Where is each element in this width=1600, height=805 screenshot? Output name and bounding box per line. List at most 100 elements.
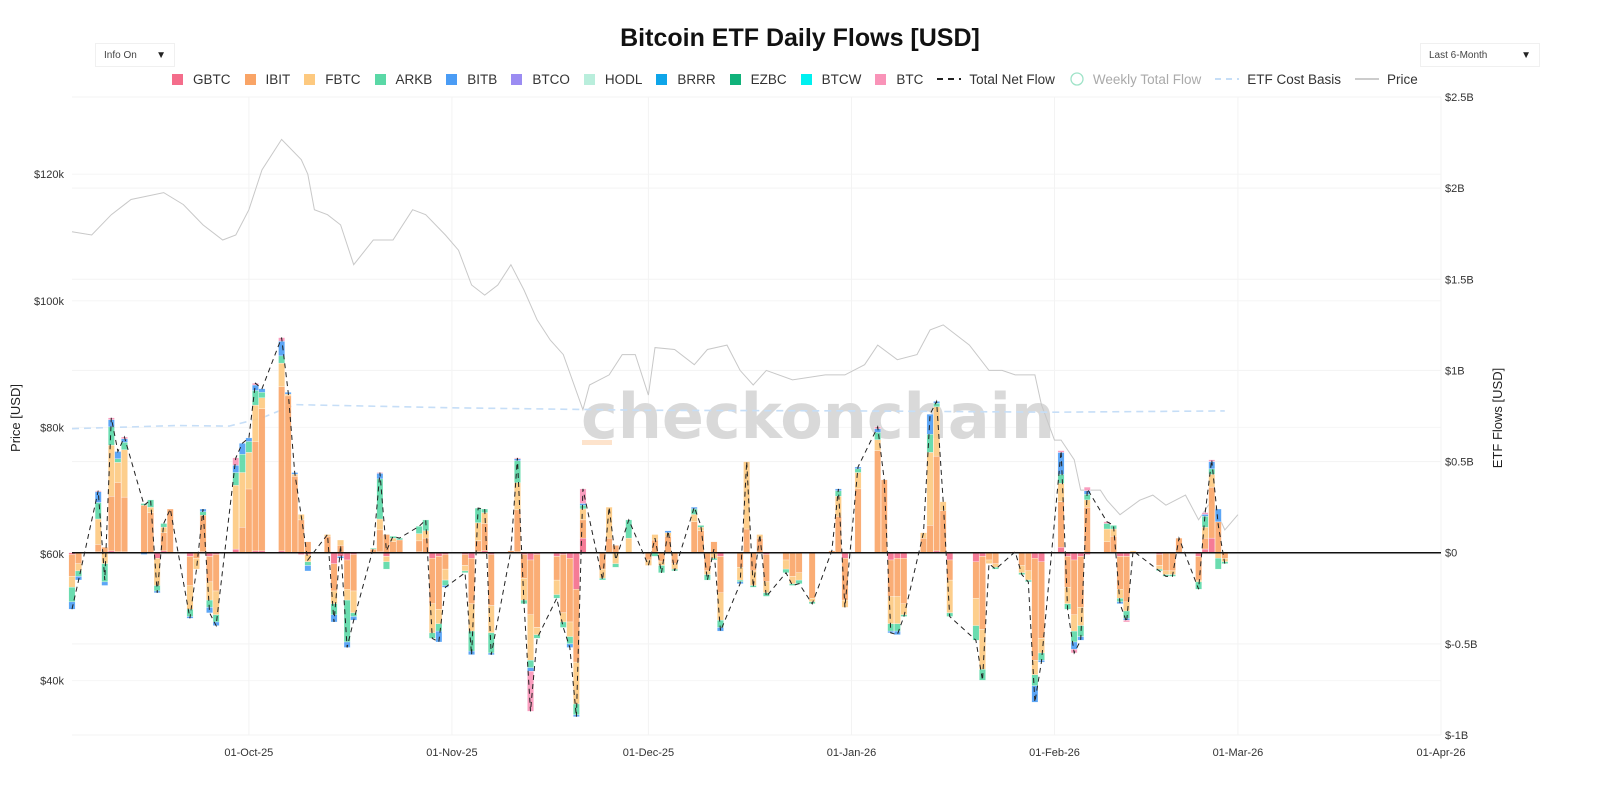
caret-down-icon: ▼ (156, 49, 166, 61)
right-axis-tick-label: $1B (1445, 365, 1465, 377)
flow-bar-bitb (1070, 641, 1078, 650)
flow-bar-gbtc (1070, 552, 1078, 561)
flow-bar-ibit (1070, 559, 1078, 615)
flow-bar-ibit (697, 530, 705, 553)
flow-bar-fbtc (566, 621, 574, 637)
flow-bar-ibit (461, 554, 469, 566)
flow-bar-bitb (101, 581, 109, 586)
flow-bar-arkb (625, 519, 633, 539)
flow-bar-ibit (782, 552, 790, 561)
flow-bar-fbtc (1162, 570, 1170, 575)
flow-bar-fbtc (153, 558, 161, 586)
flow-bar-btc (1123, 620, 1130, 623)
flow-bar-bitb (252, 384, 259, 391)
legend-label: IBIT (265, 71, 291, 87)
legend-item-hodl[interactable]: HODL (583, 72, 642, 87)
flow-bar-ibit (278, 386, 285, 552)
flow-bar-btc (1083, 486, 1091, 491)
right-axis-tick-label: $0.5B (1445, 457, 1474, 469)
flow-bar-fbtc (985, 559, 993, 564)
flow-bar-bitb (232, 465, 240, 473)
legend-label: ARKB (395, 71, 433, 87)
legend-item-gbtc[interactable]: GBTC (172, 72, 231, 87)
flow-bar-ibit (239, 527, 246, 553)
legend-item-arkb[interactable]: ARKB (374, 71, 433, 87)
flow-bar-ibit (605, 537, 613, 553)
flow-bar-ibit (1208, 486, 1216, 539)
flow-bar-ibit (1123, 556, 1130, 603)
legend-item-etf-cost-basis[interactable]: ETF Cost Basis (1215, 72, 1341, 87)
left-axis-title: Price [USD] (8, 384, 23, 452)
legend-item-btco[interactable]: BTCO (511, 72, 570, 87)
flow-bar-bitb (894, 630, 901, 635)
flow-bar-ibit (808, 552, 816, 599)
flow-bar-arkb (1031, 674, 1039, 686)
legend-item-ezbc[interactable]: EZBC (729, 72, 787, 87)
flow-bar-fbtc (1025, 570, 1032, 581)
x-axis-tick-label: 01-Dec-25 (623, 747, 674, 759)
legend-item-btcw[interactable]: BTCW (800, 72, 861, 87)
flow-bar-ibit (291, 476, 299, 553)
flow-bar-gbtc (468, 552, 475, 559)
legend-item-ibit[interactable]: IBIT (244, 71, 291, 87)
flow-bar-bitb (68, 601, 76, 610)
flow-bar-fbtc (324, 534, 331, 537)
legend-swatch (583, 73, 595, 85)
flow-bar-ibit (736, 552, 744, 568)
flow-bar-arkb (435, 623, 443, 632)
flow-bar-ibit (972, 561, 980, 599)
flow-bar-arkb (926, 434, 934, 453)
flow-bar-fbtc (808, 598, 816, 603)
legend-item-bitb[interactable]: BITB (446, 72, 497, 87)
flow-bar-gbtc (566, 552, 574, 559)
legend-item-fbtc[interactable]: FBTC (304, 72, 361, 87)
flow-bar-arkb (533, 634, 541, 639)
flow-bar-fbtc (1038, 638, 1045, 654)
left-axis-tick-label: $80k (40, 422, 64, 434)
flow-bar-ibit (533, 554, 541, 628)
flow-bar-arkb (415, 526, 423, 534)
legend-item-weekly-total-flow[interactable]: Weekly Total Flow (1069, 71, 1201, 87)
flow-bar-gbtc (900, 552, 908, 559)
flow-bar-arkb (894, 623, 901, 632)
info-dropdown[interactable]: Info On ▼ (95, 43, 175, 67)
legend-item-total-net-flow[interactable]: Total Net Flow (937, 72, 1055, 87)
flow-bar-ibit (297, 519, 305, 553)
flow-bar-gbtc (972, 552, 980, 562)
flow-bar-ibit (212, 554, 220, 592)
flow-bar-fbtc (474, 522, 482, 541)
legend-label: BITB (467, 71, 498, 87)
legend-label: BRRR (677, 71, 716, 87)
x-axis-tick-label: 01-Apr-26 (1417, 747, 1466, 759)
flow-bar-arkb (704, 574, 711, 581)
flow-bar-gbtc (1038, 552, 1045, 562)
flow-bar-arkb (514, 460, 521, 483)
flow-bar-ibit (612, 545, 619, 553)
legend-label: BTC (896, 71, 924, 87)
flow-bar-arkb (442, 579, 449, 586)
legend-item-price[interactable]: Price (1354, 72, 1418, 87)
flow-bar-gbtc (527, 552, 534, 561)
flow-bar-ibit (795, 552, 803, 573)
flow-bar-arkb (245, 441, 253, 453)
flow-bar-fbtc (239, 472, 246, 528)
legend-item-btc[interactable]: BTC (875, 72, 923, 87)
flow-bar-gbtc (1208, 537, 1216, 553)
left-axis-tick-label: $120k (34, 169, 64, 181)
flow-bar-arkb (933, 403, 940, 407)
flow-bar-ibit (926, 525, 934, 553)
flow-bar-arkb (239, 454, 246, 473)
flow-bar-ibit (94, 544, 102, 552)
flow-bar-fbtc (68, 576, 76, 588)
flow-bar-fbtc (894, 596, 901, 624)
flow-bar-ibit (1169, 552, 1176, 572)
range-dropdown[interactable]: Last 6-Month ▼ (1420, 43, 1540, 67)
flow-bar-ibit (114, 482, 122, 552)
flow-bar-btc (1057, 450, 1065, 453)
legend-label: Weekly Total Flow (1092, 71, 1202, 87)
legend-swatch (656, 73, 668, 85)
flow-bar-ibit (874, 450, 881, 553)
info-dropdown-value: Info On (104, 49, 137, 61)
legend-item-brrr[interactable]: BRRR (656, 71, 716, 87)
